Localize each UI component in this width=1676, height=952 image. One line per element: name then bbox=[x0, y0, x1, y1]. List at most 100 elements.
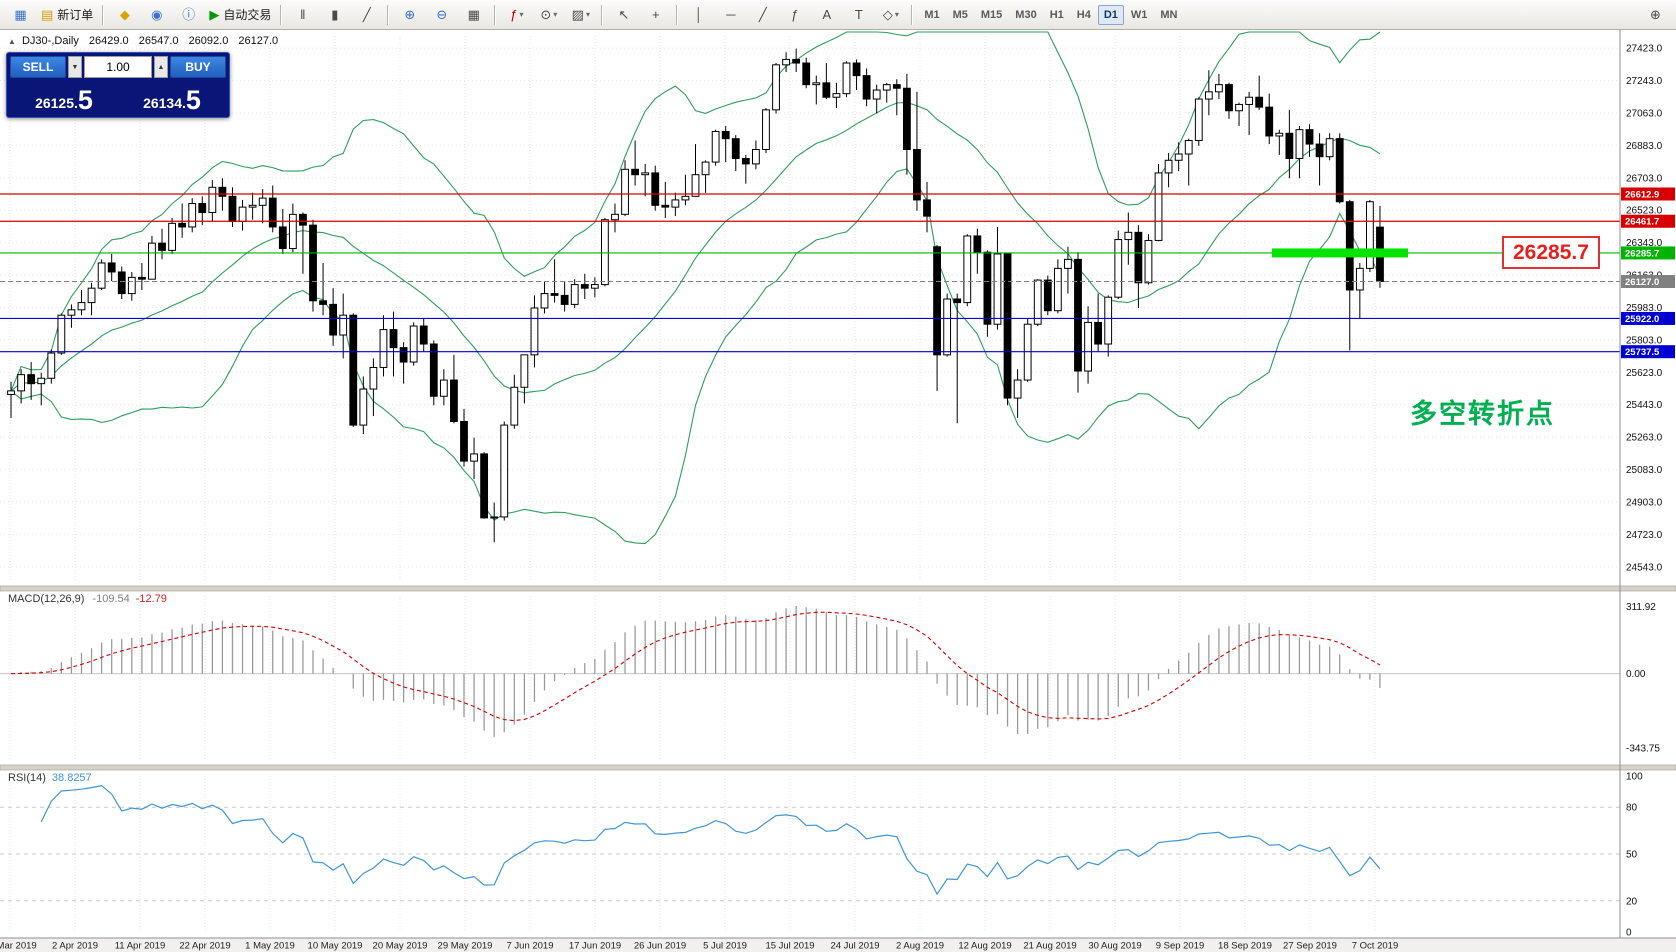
tile-windows-icon: ▦ bbox=[467, 7, 480, 22]
svg-text:2 Aug 2019: 2 Aug 2019 bbox=[896, 941, 944, 952]
candle-chart-icon: ▮ bbox=[331, 7, 339, 22]
new-order-button-label: 新订单 bbox=[57, 8, 94, 22]
svg-text:20: 20 bbox=[1626, 896, 1638, 907]
timeframe-m5-button[interactable]: M5 bbox=[952, 8, 968, 21]
crosshair-button[interactable]: + bbox=[640, 2, 671, 28]
price-badges: 26612.9 26461.7 26285.7 26127.0 25922.0 25737… bbox=[1621, 187, 1675, 359]
buy-price[interactable]: 26134. 5 bbox=[118, 80, 226, 114]
sell-price-big-digit: 5 bbox=[77, 85, 93, 115]
new-chart-button[interactable]: ▦ bbox=[5, 2, 36, 28]
horizontal-line-button[interactable]: ─ bbox=[715, 2, 746, 28]
navigator-button[interactable]: ⓘ bbox=[173, 2, 204, 28]
macd-axis[interactable]: 311.92 0.00 -343.75 bbox=[1626, 602, 1660, 754]
volume-up-button[interactable]: ▲ bbox=[154, 56, 168, 78]
svg-text:27 Sep 2019: 27 Sep 2019 bbox=[1283, 941, 1337, 952]
macd-signal-value: -12.79 bbox=[135, 593, 167, 605]
svg-text:25922.0: 25922.0 bbox=[1625, 314, 1659, 325]
bollinger-middle bbox=[10, 101, 1381, 394]
autotrade-button[interactable]: ▶ 自动交易 bbox=[205, 2, 275, 28]
svg-text:24543.0: 24543.0 bbox=[1626, 562, 1663, 573]
candle-chart-button[interactable]: ▮ bbox=[319, 2, 350, 28]
macd-header: MACD(12,26,9) -109.54 -12.79 bbox=[8, 593, 167, 605]
crosshair-icon: + bbox=[652, 7, 660, 22]
svg-text:21 Aug 2019: 21 Aug 2019 bbox=[1023, 941, 1076, 952]
vertical-line-button[interactable]: │ bbox=[683, 2, 714, 28]
sell-price-main: 26125. bbox=[35, 95, 78, 111]
macd-signal-line bbox=[10, 611, 1381, 722]
timeframe-m15-button[interactable]: M15 bbox=[980, 8, 1003, 21]
svg-text:25623.0: 25623.0 bbox=[1626, 368, 1663, 379]
line-chart-button[interactable]: ╱ bbox=[351, 2, 382, 28]
autotrade-button-label: 自动交易 bbox=[223, 8, 272, 22]
trendline-button[interactable]: ╱ bbox=[747, 2, 778, 28]
cursor-button[interactable]: ↖ bbox=[608, 2, 639, 28]
svg-text:311.92: 311.92 bbox=[1626, 602, 1656, 613]
text-icon: A bbox=[822, 7, 832, 22]
svg-text:17 Jun 2019: 17 Jun 2019 bbox=[569, 941, 621, 952]
svg-text:25983.0: 25983.0 bbox=[1626, 303, 1663, 314]
timeframe-m30-button[interactable]: M30 bbox=[1015, 8, 1037, 21]
tile-windows-button[interactable]: ▦ bbox=[458, 2, 489, 28]
indicators-button[interactable]: ƒ ▾ bbox=[501, 2, 532, 28]
chart-annotation: 多空转折点 bbox=[1410, 399, 1555, 429]
buy-button[interactable]: BUY bbox=[170, 56, 226, 78]
zoom-plus-button[interactable]: ⊕ bbox=[1640, 2, 1671, 28]
panel-splitter[interactable] bbox=[0, 585, 1676, 592]
timeframe-m1-button[interactable]: M1 bbox=[924, 8, 940, 21]
timeframe-d1-button[interactable]: D1 bbox=[1097, 4, 1124, 25]
toolbar-separator bbox=[280, 4, 283, 25]
label-button[interactable]: T bbox=[843, 2, 874, 28]
svg-text:2 Apr 2019: 2 Apr 2019 bbox=[52, 941, 98, 952]
svg-text:25737.5: 25737.5 bbox=[1625, 347, 1660, 358]
time-axis[interactable]: 24 Mar 2019 2 Apr 2019 11 Apr 2019 22 Apr 2… bbox=[0, 941, 1398, 952]
autotrade-icon: ▶ bbox=[209, 7, 220, 22]
svg-text:80: 80 bbox=[1626, 803, 1638, 814]
timeframe-h1-button[interactable]: H1 bbox=[1049, 8, 1064, 21]
zoom-plus-icon: ⊕ bbox=[1650, 7, 1661, 22]
zoom-in-icon: ⊕ bbox=[404, 7, 416, 22]
svg-text:10 May 2019: 10 May 2019 bbox=[308, 941, 363, 952]
text-button[interactable]: A bbox=[811, 2, 842, 28]
dropdown-arrow-icon: ▾ bbox=[585, 10, 590, 19]
timeframe-h4-button[interactable]: H4 bbox=[1076, 8, 1091, 21]
chart-canvas[interactable]: 24 Mar 2019 2 Apr 2019 11 Apr 2019 22 Apr 2… bbox=[0, 30, 1676, 952]
sell-price[interactable]: 26125. 5 bbox=[10, 80, 118, 114]
symbol-period-label: DJ30-,Daily bbox=[21, 35, 79, 47]
svg-text:0.00: 0.00 bbox=[1626, 669, 1646, 680]
templates-button[interactable]: ▨ ▾ bbox=[565, 2, 596, 28]
fibonacci-button[interactable]: ƒ bbox=[779, 2, 810, 28]
rsi-line bbox=[40, 784, 1381, 896]
sell-button[interactable]: SELL bbox=[10, 56, 66, 78]
timeframe-w1-button[interactable]: W1 bbox=[1130, 8, 1148, 21]
price-callout[interactable]: 26285.7 bbox=[1502, 235, 1600, 270]
data-window-button[interactable]: ◉ bbox=[141, 2, 172, 28]
grid-layer bbox=[0, 36, 1620, 932]
macd-histogram bbox=[20, 606, 1381, 737]
volume-input[interactable] bbox=[84, 56, 152, 78]
svg-text:25803.0: 25803.0 bbox=[1626, 335, 1663, 346]
svg-text:26461.7: 26461.7 bbox=[1625, 217, 1659, 228]
market-watch-icon: ◆ bbox=[119, 7, 130, 22]
zoom-out-button[interactable]: ⊖ bbox=[426, 2, 457, 28]
dropdown-arrow-icon: ▾ bbox=[894, 10, 899, 19]
svg-text:27243.0: 27243.0 bbox=[1626, 76, 1663, 87]
toolbar-separator bbox=[601, 4, 604, 25]
candles-layer bbox=[7, 48, 1384, 543]
time-axis-strip[interactable] bbox=[0, 938, 1676, 952]
timeframe-mn-button[interactable]: MN bbox=[1160, 8, 1178, 21]
shapes-button[interactable]: ◇ ▾ bbox=[875, 2, 906, 28]
price-axis[interactable]: 27423.0 27243.0 27063.0 26883.0 26703.0 26523… bbox=[1626, 44, 1663, 574]
zoom-in-button[interactable]: ⊕ bbox=[394, 2, 425, 28]
bar-chart-button[interactable]: ‖ bbox=[287, 2, 318, 28]
volume-down-button[interactable]: ▼ bbox=[68, 56, 82, 78]
bollinger-lower bbox=[10, 168, 1381, 545]
line-chart-icon: ╱ bbox=[362, 7, 371, 22]
periods-button[interactable]: ⊙ ▾ bbox=[533, 2, 564, 28]
macd-main-value: -109.54 bbox=[92, 593, 130, 605]
market-watch-button[interactable]: ◆ bbox=[109, 2, 140, 28]
highlight-segment[interactable] bbox=[1272, 248, 1408, 258]
new-order-button[interactable]: ▤ 新订单 bbox=[37, 2, 97, 28]
rsi-axis[interactable]: 100 80 50 20 0 bbox=[1626, 772, 1643, 939]
label-icon: T bbox=[854, 7, 863, 22]
panel-splitter[interactable] bbox=[0, 764, 1676, 771]
